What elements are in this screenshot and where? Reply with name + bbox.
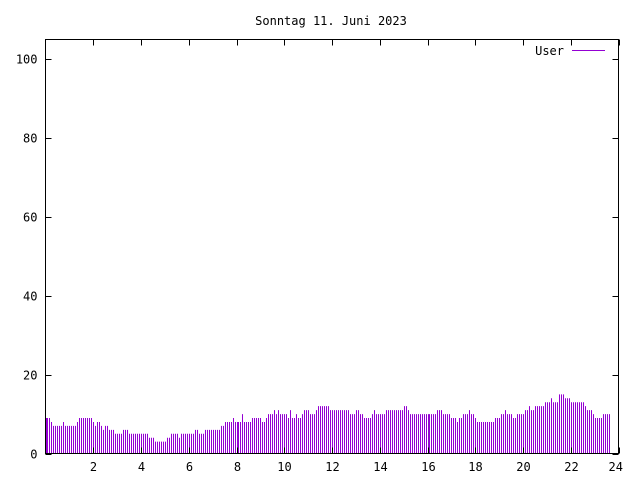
x-tick-label: 6 (186, 460, 193, 474)
legend: User (535, 44, 605, 58)
x-tick-label: 8 (234, 460, 241, 474)
y-tick-label: 80 (23, 132, 37, 146)
y-tick-label: 20 (23, 369, 37, 383)
x-tick-label: 2 (90, 460, 97, 474)
x-tick-label: 4 (138, 460, 145, 474)
y-tick-label: 0 (30, 448, 37, 462)
x-tick-label: 16 (421, 460, 435, 474)
x-tick-label: 20 (516, 460, 530, 474)
x-tick-label: 12 (325, 460, 339, 474)
x-tick-label: 24 (609, 460, 623, 474)
x-tick-label: 14 (373, 460, 387, 474)
y-tick-label: 60 (23, 211, 37, 225)
x-tick-label: 18 (468, 460, 482, 474)
y-tick-label: 100 (16, 53, 38, 67)
x-tick-label: 22 (564, 460, 578, 474)
y-tick-label: 40 (23, 290, 37, 304)
plot-frame (45, 39, 619, 454)
chart-title: Sonntag 11. Juni 2023 (255, 14, 407, 28)
legend-label-user: User (535, 44, 564, 58)
bars-layer (46, 394, 610, 454)
x-tick-label: 10 (277, 460, 291, 474)
